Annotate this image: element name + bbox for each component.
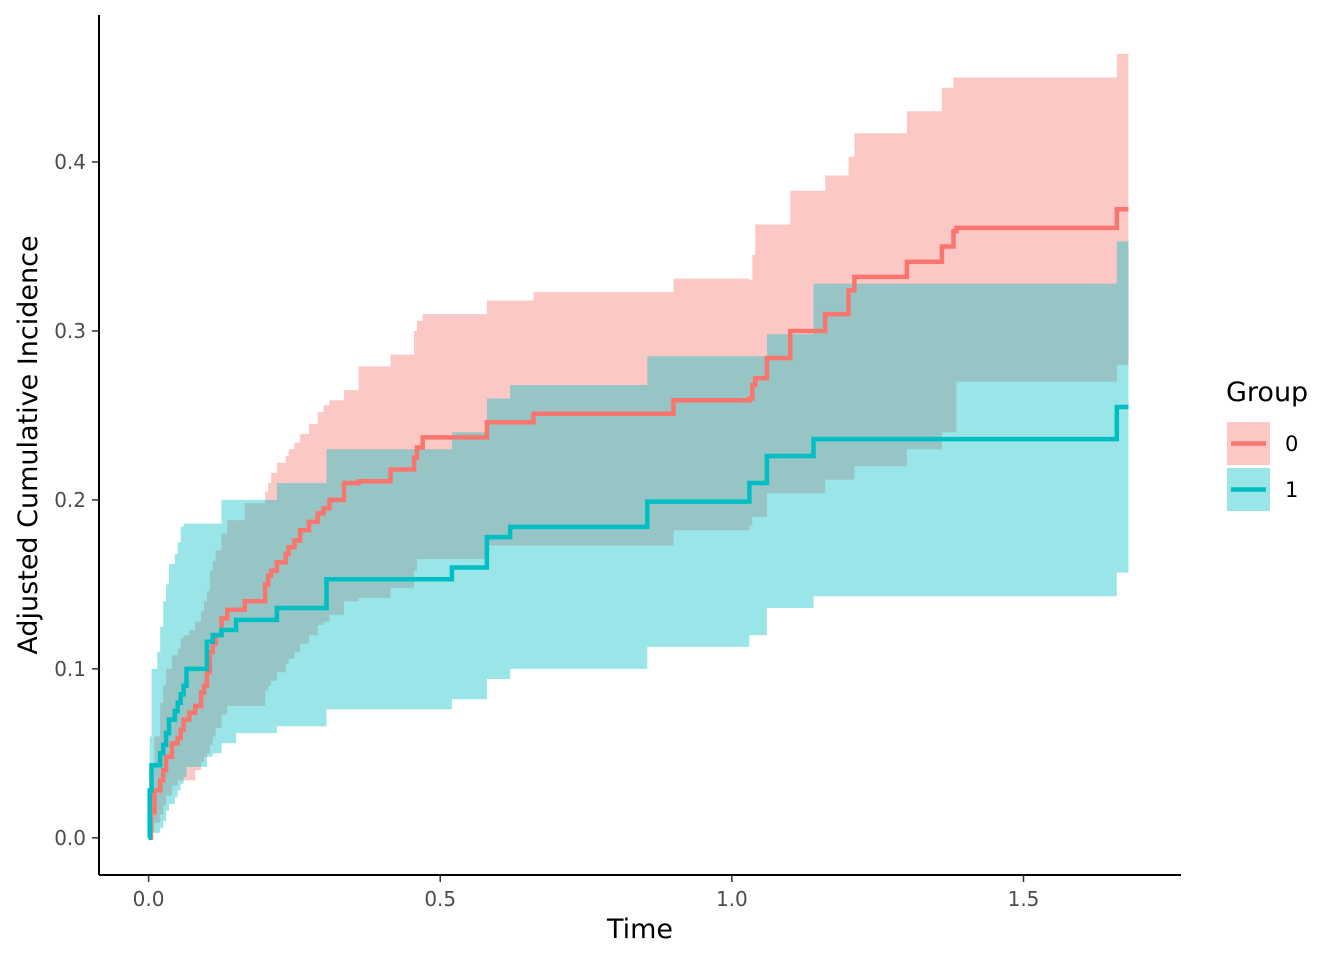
legend-keys: 01	[1227, 422, 1298, 511]
legend: Group 01	[1226, 377, 1308, 511]
legend-title: Group	[1226, 377, 1308, 408]
x-axis-title: Time	[606, 914, 673, 945]
confidence-bands	[148, 53, 1129, 838]
legend-label: 1	[1285, 478, 1298, 502]
x-tick-label: 0.0	[133, 887, 165, 911]
y-tick-label: 0.1	[54, 657, 86, 681]
x-tick-label: 0.5	[424, 887, 456, 911]
y-tick-label: 0.2	[54, 488, 86, 512]
incidence-line-group-1	[147, 404, 1129, 841]
y-tick-label: 0.0	[54, 826, 86, 850]
x-tick-label: 1.0	[716, 887, 748, 911]
legend-key-group-0: 0	[1227, 422, 1298, 465]
y-tick-label: 0.4	[54, 150, 86, 174]
y-axis-ticks: 0.0 0.1 0.2 0.3 0.4	[54, 150, 99, 850]
legend-label: 0	[1285, 432, 1298, 456]
x-axis-ticks: 0.0 0.5 1.0 1.5	[133, 875, 1040, 911]
y-axis-title: Adjusted Cumulative Incidence	[13, 235, 44, 654]
y-tick-label: 0.3	[54, 319, 86, 343]
incidence-line-group-0	[148, 207, 1129, 841]
ci-band-group-0	[148, 53, 1129, 838]
legend-key-group-1: 1	[1227, 468, 1298, 511]
ci-band-group-1	[148, 241, 1129, 838]
incidence-lines	[147, 207, 1129, 841]
x-tick-label: 1.5	[1008, 887, 1040, 911]
